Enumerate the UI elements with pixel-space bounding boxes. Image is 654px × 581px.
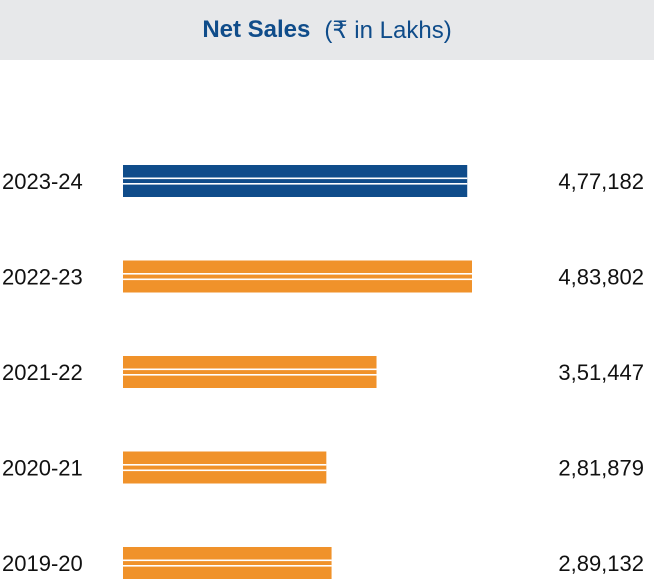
bar-stripe xyxy=(123,559,332,562)
category-label: 2020-21 xyxy=(2,456,83,481)
category-label: 2021-22 xyxy=(2,360,83,385)
bar-stripe xyxy=(123,464,327,466)
category-label: 2022-23 xyxy=(2,265,83,290)
bar xyxy=(123,356,377,388)
chart-header: Net Sales (₹ in Lakhs) xyxy=(0,0,654,60)
bar-stripe xyxy=(123,374,377,376)
bar-2022-23 xyxy=(123,260,472,293)
bar-stripe xyxy=(123,469,327,472)
category-label: 2023-24 xyxy=(2,169,83,194)
bar-2019-20 xyxy=(123,547,332,579)
value-label: 3,51,447 xyxy=(558,360,644,385)
bar-stripe xyxy=(123,273,472,275)
chart-subtitle: (₹ in Lakhs) xyxy=(324,16,452,44)
bar xyxy=(123,260,472,293)
value-label: 2,81,879 xyxy=(558,456,644,481)
chart-title: Net Sales xyxy=(202,16,311,43)
bar-stripe xyxy=(123,368,377,371)
bar xyxy=(123,547,332,579)
bar-2020-21 xyxy=(123,451,327,484)
bar-stripe xyxy=(123,565,332,567)
bar xyxy=(123,451,327,484)
value-label: 4,77,182 xyxy=(558,169,644,194)
bar-stripe xyxy=(123,278,472,281)
bar-2023-24 xyxy=(123,165,468,197)
bar-stripe xyxy=(123,183,468,185)
bar-stripe xyxy=(123,177,468,180)
bar-2021-22 xyxy=(123,356,377,388)
value-label: 2,89,132 xyxy=(558,551,644,576)
bar xyxy=(123,165,468,197)
category-label: 2019-20 xyxy=(2,551,83,576)
value-label: 4,83,802 xyxy=(558,265,644,290)
